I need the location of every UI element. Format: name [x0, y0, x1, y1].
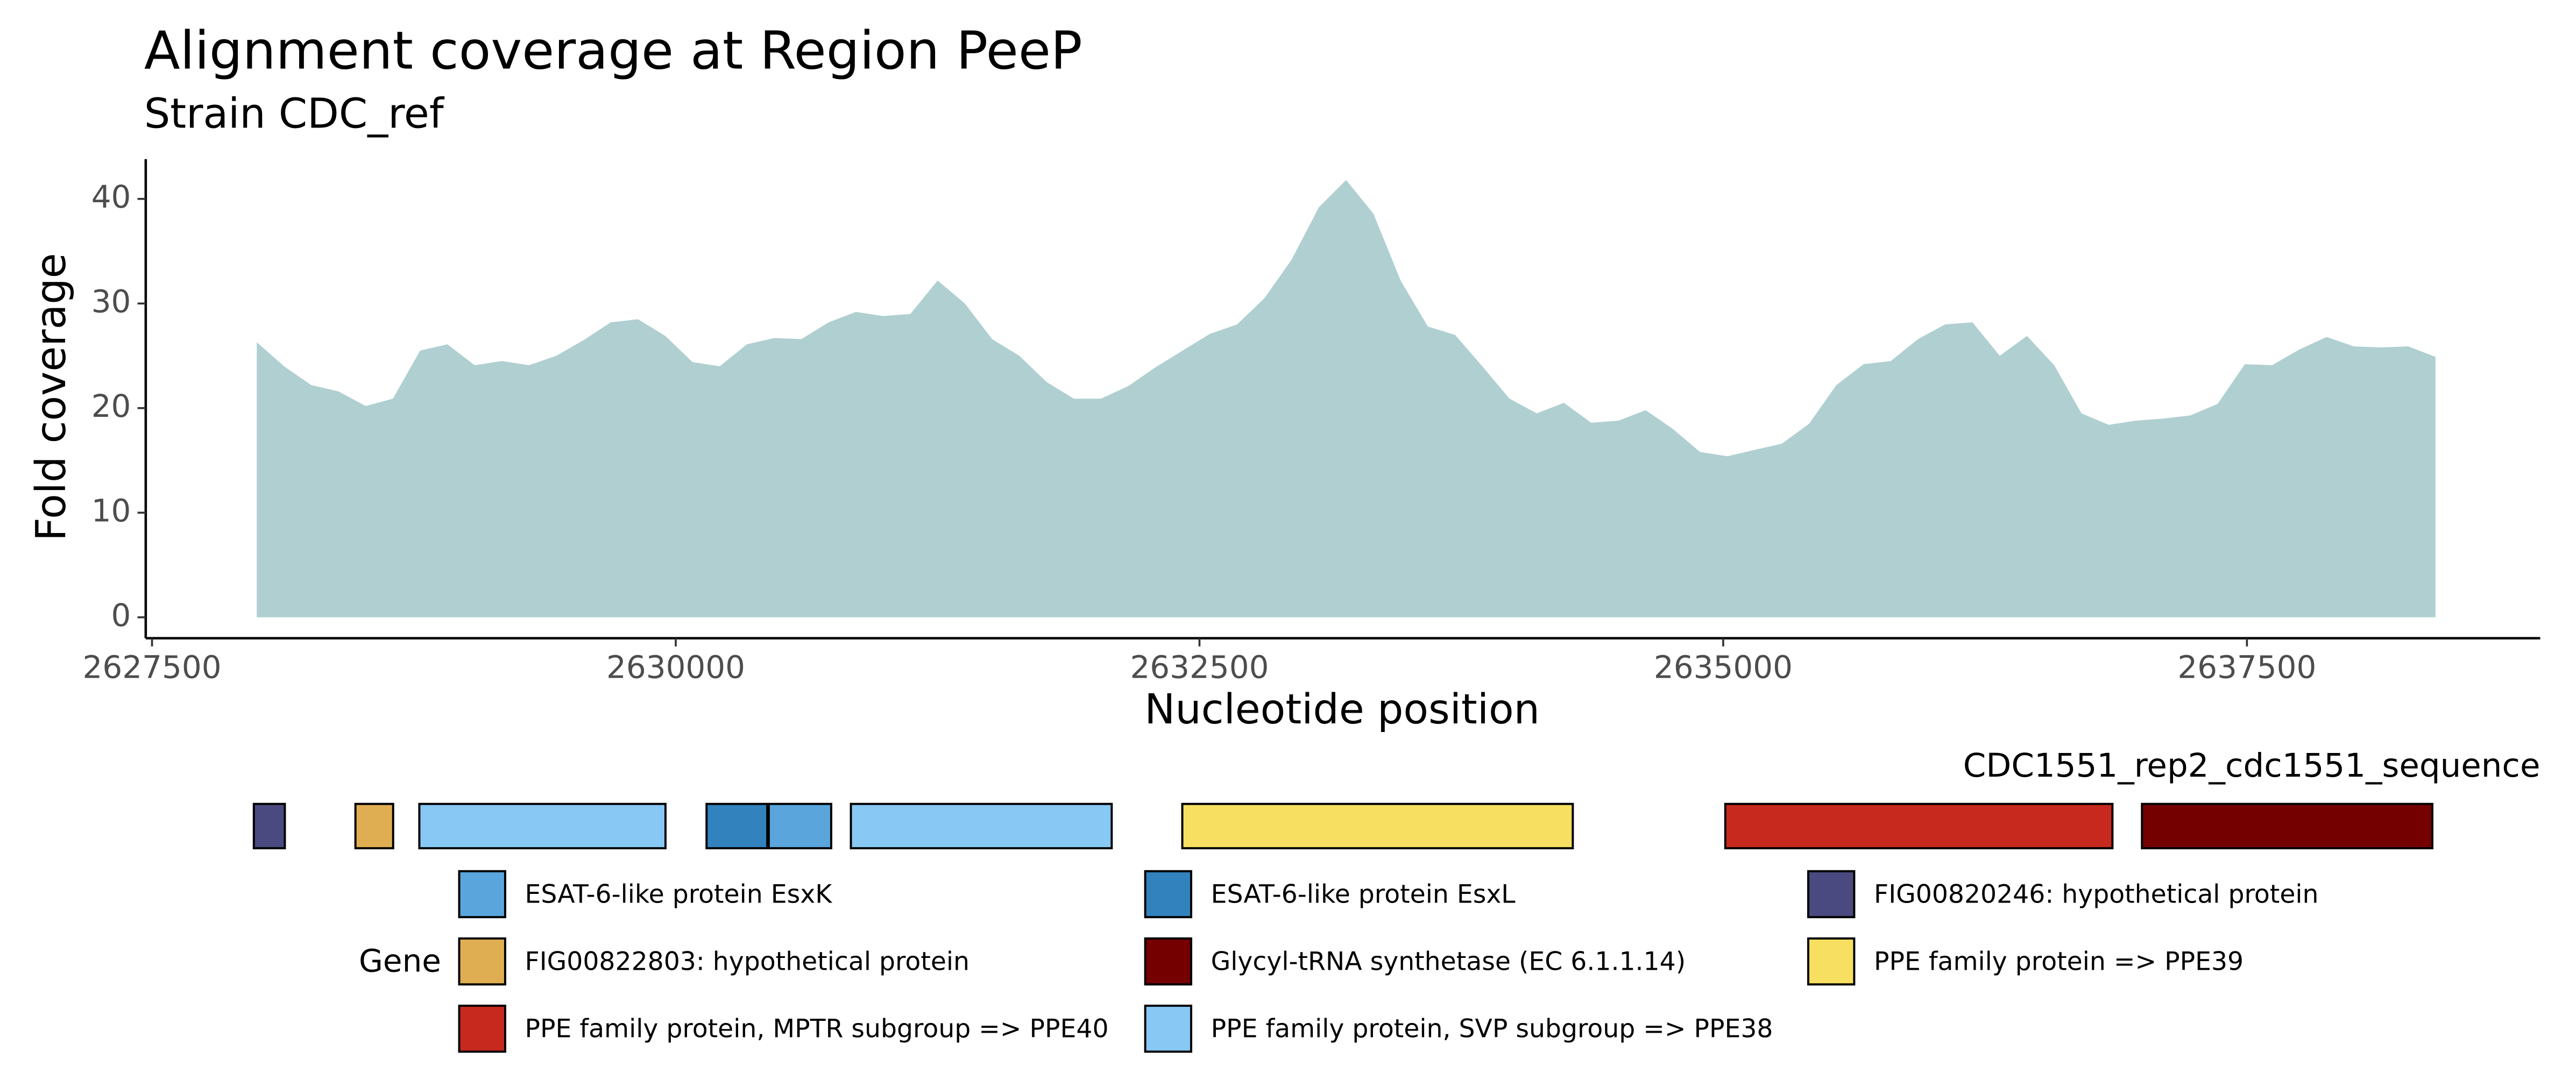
gene-box [767, 802, 832, 850]
x-tick-label: 2627500 [83, 649, 222, 686]
legend-swatch [458, 1004, 506, 1053]
gene-box [1181, 802, 1574, 850]
gene-box [1724, 802, 2114, 850]
legend-label: ESAT-6-like protein EsxK [525, 880, 833, 909]
chart-title: Alignment coverage at Region PeeP [144, 20, 1082, 82]
legend-swatch [458, 937, 506, 986]
track-label: CDC1551_rep2_cdc1551_sequence [1963, 747, 2540, 785]
legend-label: PPE family protein, MPTR subgroup => PPE… [525, 1014, 1109, 1044]
y-tick-label: 30 [91, 283, 131, 319]
x-axis-label: Nucleotide position [1144, 685, 1540, 733]
legend-swatch [458, 870, 506, 919]
legend-swatch [1807, 937, 1856, 986]
x-tick-label: 2630000 [606, 649, 745, 686]
chart-subtitle: Strain CDC_ref [144, 90, 445, 138]
legend-swatch [1144, 1004, 1193, 1053]
legend-label: FIG00820246: hypothetical protein [1874, 880, 2318, 909]
x-tick-label: 2637500 [2177, 649, 2316, 686]
gene-box [2141, 802, 2433, 850]
y-tick-label: 20 [91, 388, 131, 424]
coverage-area [257, 180, 2436, 617]
gene-box [354, 802, 394, 850]
y-tick-label: 10 [91, 492, 131, 529]
gene-box [705, 802, 769, 850]
legend-label: PPE family protein => PPE39 [1874, 947, 2244, 977]
legend-label: ESAT-6-like protein EsxL [1211, 880, 1516, 909]
x-tick-label: 2632500 [1130, 649, 1269, 686]
y-tick-label: 0 [111, 597, 131, 634]
legend-label: PPE family protein, SVP subgroup => PPE3… [1211, 1014, 1773, 1044]
y-axis-label: Fold coverage [27, 253, 75, 541]
gene-box [850, 802, 1113, 850]
legend-swatch [1144, 870, 1193, 919]
legend-title: Gene [359, 943, 441, 979]
x-tick-label: 2635000 [1654, 649, 1793, 686]
legend-label: Glycyl-tRNA synthetase (EC 6.1.1.14) [1211, 947, 1686, 977]
legend-swatch [1807, 870, 1856, 919]
gene-box [252, 802, 286, 850]
legend-swatch [1144, 937, 1193, 986]
gene-box [418, 802, 667, 850]
legend-label: FIG00822803: hypothetical protein [525, 947, 969, 977]
y-tick-label: 40 [91, 179, 131, 215]
